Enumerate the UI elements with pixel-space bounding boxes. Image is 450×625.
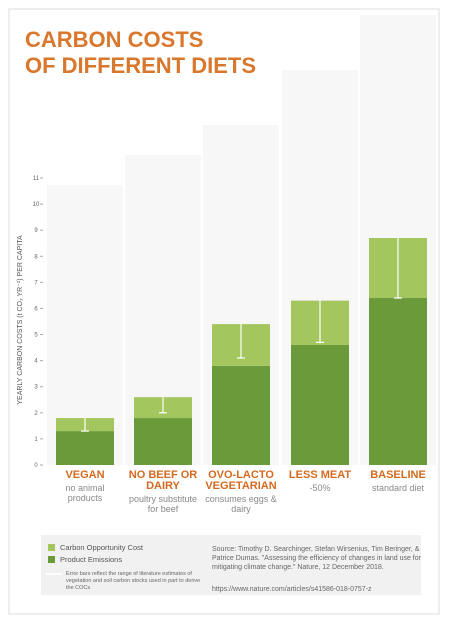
- legend-swatch: [48, 544, 55, 551]
- y-tick-label: 5: [34, 333, 38, 339]
- legend-box: [41, 535, 421, 595]
- category-note: -50%: [309, 483, 331, 493]
- bar-segment: [134, 418, 192, 465]
- y-tick-label: 2: [34, 411, 38, 417]
- category-note: poultry substitute for beef: [128, 494, 198, 514]
- category-label: VEGAN: [65, 469, 105, 481]
- category-label: OVO-LACTO VEGETARIAN: [205, 469, 277, 492]
- category: VEGAN no animal products: [47, 469, 123, 504]
- y-tick-label: 6: [34, 306, 38, 312]
- category: LESS MEAT -50%: [282, 469, 358, 494]
- chart-title: OF DIFFERENT DIETS: [25, 53, 256, 78]
- chart-title: CARBON COSTS: [25, 27, 203, 52]
- category-label: LESS MEAT: [288, 469, 352, 481]
- y-axis-label: YEARLY CARBON COSTS (t CO₂ YR⁻¹) PER CAP…: [17, 235, 24, 405]
- category: BASELINE standard diet: [360, 469, 436, 494]
- y-tick-label: 0: [34, 463, 38, 469]
- bar-segment: [56, 431, 114, 465]
- source-url: https://www.nature.com/articles/s41586-0…: [212, 586, 372, 593]
- category: NO BEEF OR DAIRY poultry substitute for b…: [125, 469, 201, 515]
- y-tick-label: 1: [34, 437, 38, 443]
- category-label: NO BEEF OR DAIRY: [128, 469, 198, 492]
- error-note: Error bars reflect the range of literatu…: [66, 571, 201, 591]
- legend-label: Product Emissions: [60, 555, 122, 564]
- category-note: no animal products: [65, 483, 105, 503]
- bar-segment: [212, 365, 270, 465]
- source: Source: Timothy D. Searchinger, Stefan W…: [212, 546, 421, 571]
- y-tick-label: 8: [34, 254, 38, 260]
- category: OVO-LACTO VEGETARIAN consumes eggs & dair…: [203, 469, 279, 515]
- y-tick-label: 7: [34, 280, 38, 286]
- y-tick-label: 10: [33, 202, 40, 208]
- bar-segment: [369, 298, 427, 465]
- category-note: standard diet: [371, 483, 425, 493]
- y-tick-label: 11: [33, 176, 40, 182]
- legend-swatch: [48, 556, 55, 563]
- legend-label: Carbon Opportunity Cost: [60, 543, 144, 552]
- bar-segment: [291, 344, 349, 465]
- y-tick-label: 9: [34, 228, 38, 234]
- y-tick-label: 4: [34, 359, 38, 365]
- category-label: BASELINE: [370, 469, 426, 481]
- category-note: consumes eggs & dairy: [205, 494, 277, 514]
- y-tick-label: 3: [34, 385, 38, 391]
